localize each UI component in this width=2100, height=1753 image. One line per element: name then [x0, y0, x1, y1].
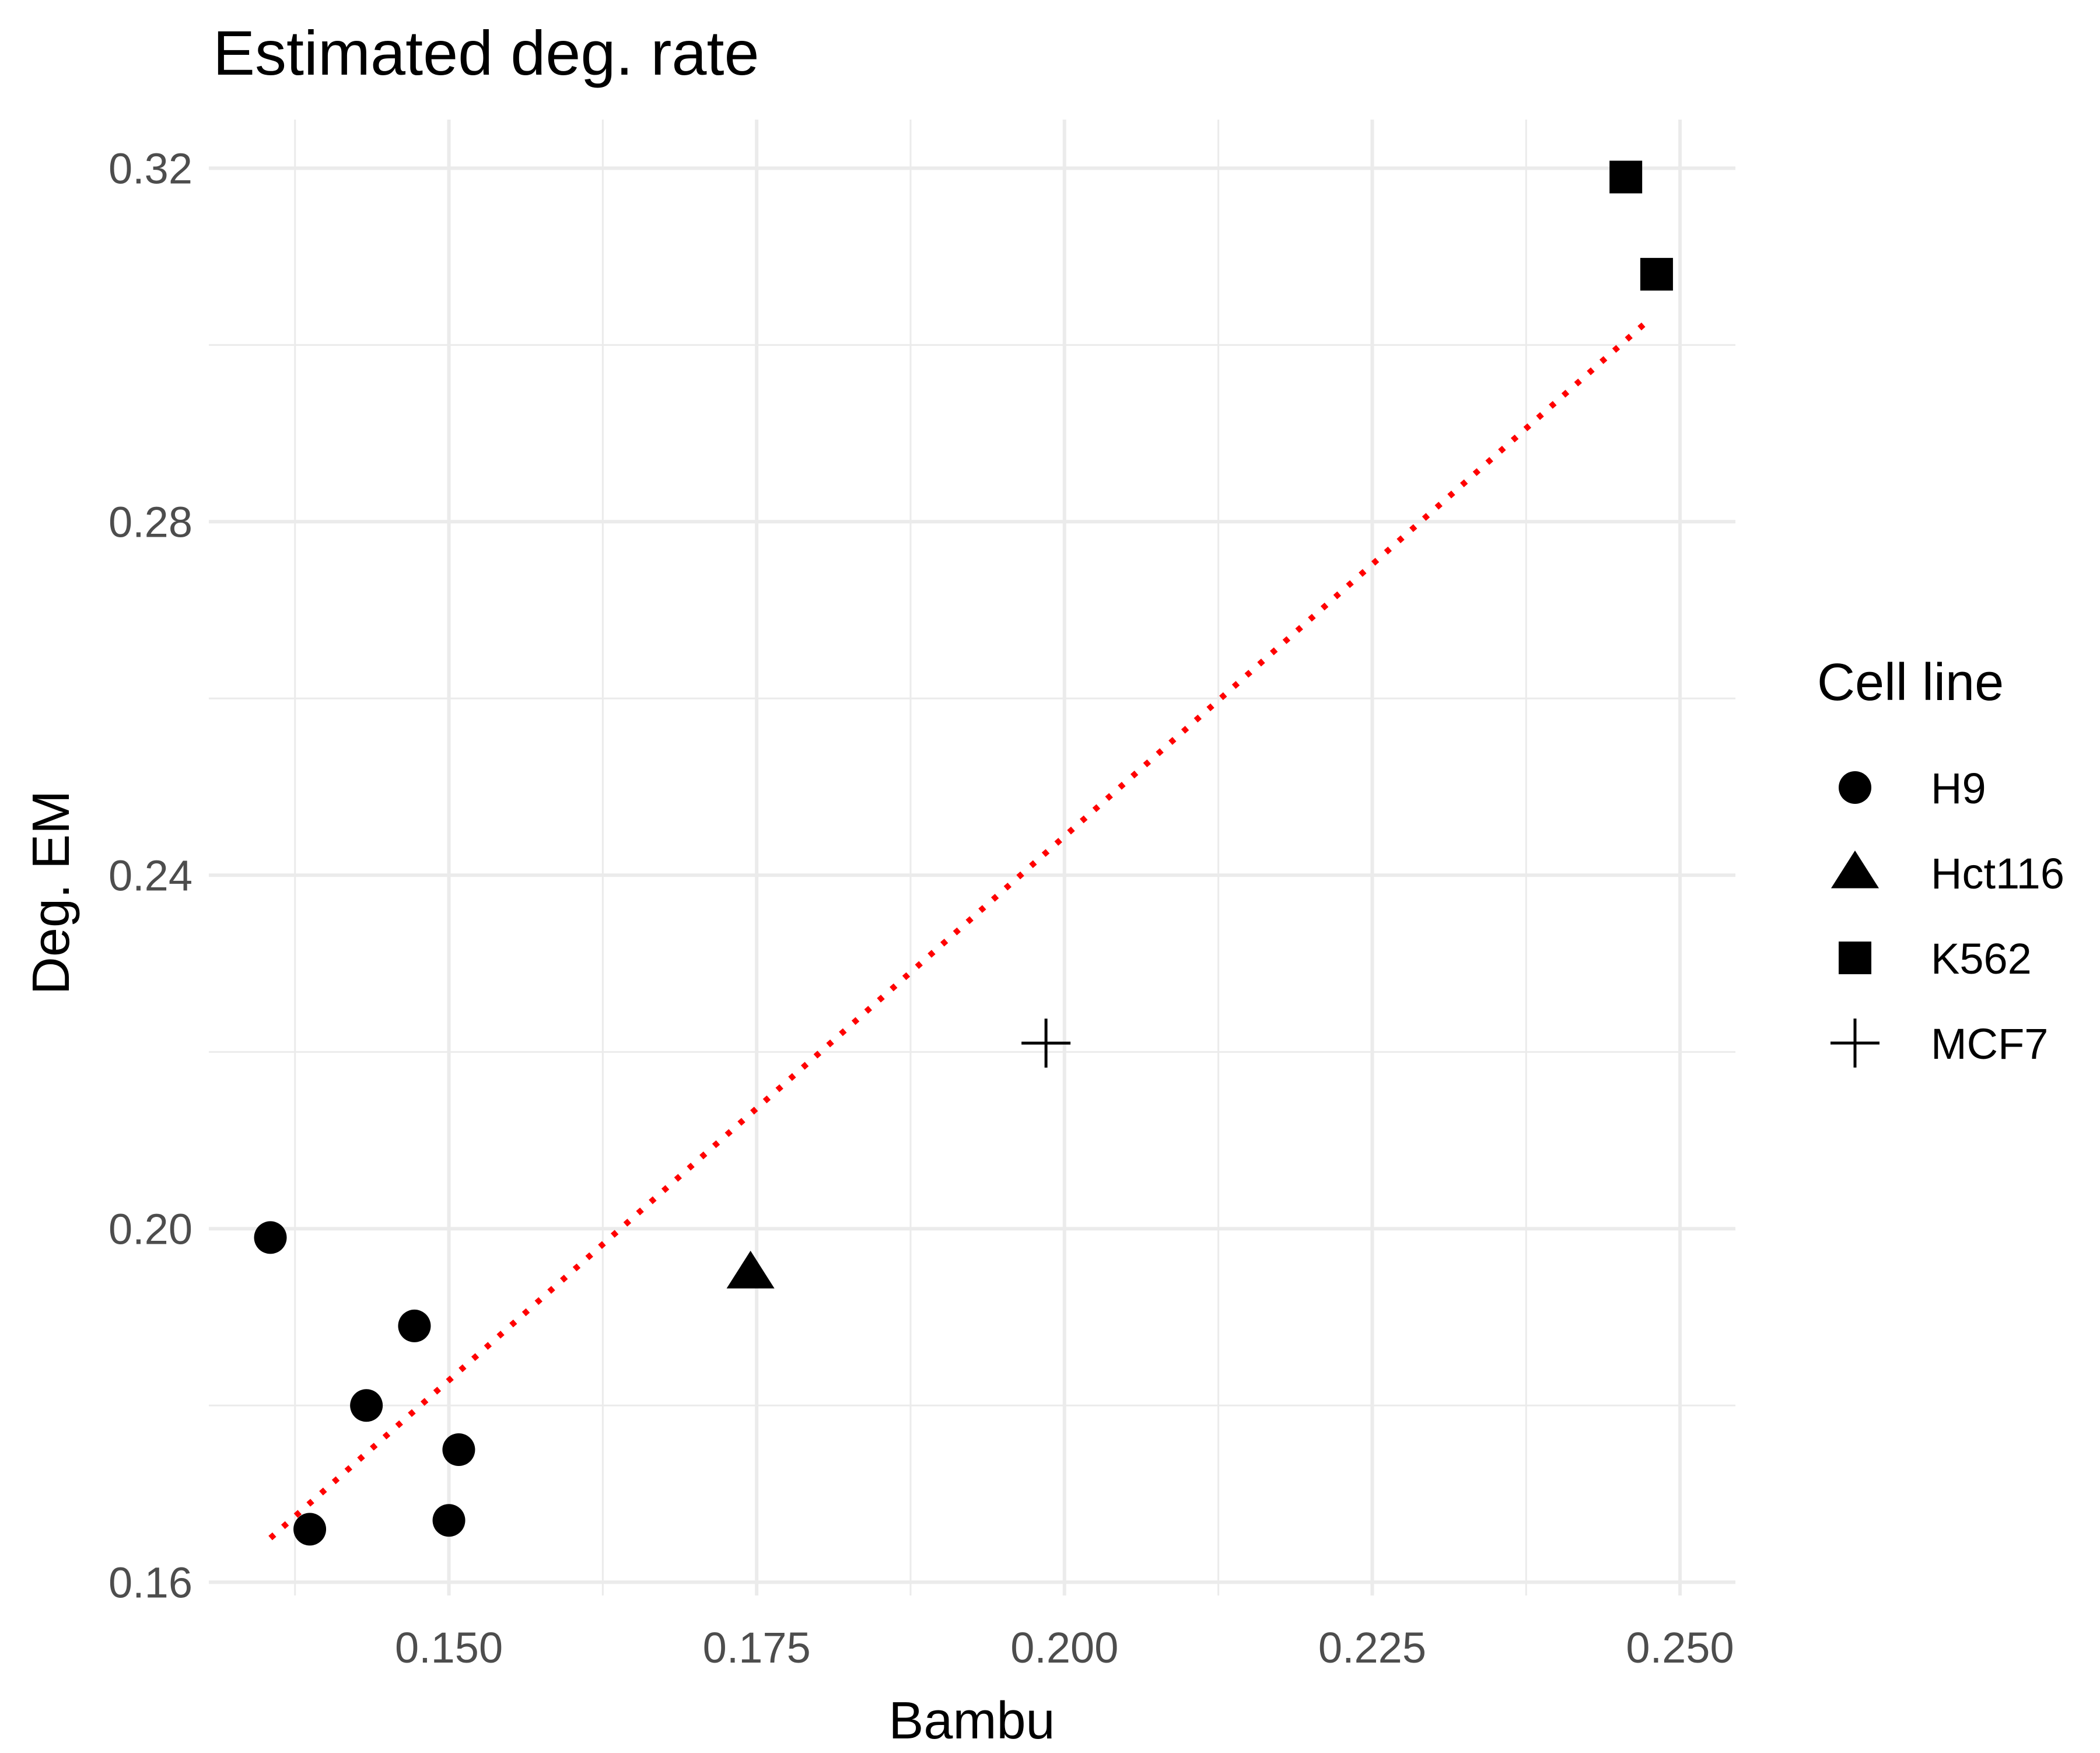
data-point-h9 — [442, 1433, 475, 1467]
x-tick-label: 0.175 — [703, 1623, 811, 1672]
axes-layer: 0.150 0.175 0.200 0.225 0.250 0.16 0.20 0.24 0.2… — [108, 144, 1734, 1672]
data-point-k562 — [1609, 160, 1643, 194]
legend-label-hct116: Hct116 — [1931, 849, 2064, 898]
trend-line — [268, 320, 1648, 1541]
y-tick-label: 0.32 — [108, 144, 192, 193]
x-tick-label: 0.225 — [1318, 1623, 1426, 1672]
y-tick-label: 0.16 — [108, 1558, 192, 1607]
legend-items: H9 Hct116 K562 MCF7 — [1831, 764, 2064, 1068]
data-point-k562 — [1640, 258, 1673, 291]
data-point-h9 — [398, 1309, 431, 1342]
x-tick-label: 0.150 — [395, 1623, 503, 1672]
legend-key-h9 — [1839, 771, 1871, 804]
data-point-hct116 — [726, 1251, 775, 1289]
grid-layer — [209, 120, 1735, 1595]
legend-key-hct116 — [1831, 851, 1880, 888]
x-tick-label: 0.250 — [1626, 1623, 1734, 1672]
legend-label-h9: H9 — [1931, 764, 1986, 813]
y-tick-label: 0.24 — [108, 851, 192, 900]
legend-title: Cell line — [1817, 653, 2004, 712]
x-axis-title: Bambu — [888, 1692, 1055, 1750]
data-point-h9 — [350, 1389, 383, 1422]
data-point-h9 — [254, 1221, 287, 1254]
legend-label-k562: K562 — [1931, 935, 2032, 983]
chart-title: Estimated deg. rate — [213, 18, 760, 88]
legend-item-hct116: Hct116 — [1831, 849, 2064, 898]
trend-layer — [268, 320, 1648, 1541]
data-point-h9 — [293, 1513, 327, 1546]
legend-key-mcf7 — [1831, 1019, 1880, 1068]
data-point-h9 — [432, 1504, 466, 1537]
x-tick-label: 0.200 — [1010, 1623, 1118, 1672]
legend-key-k562 — [1839, 942, 1871, 974]
y-tick-label: 0.28 — [108, 498, 192, 546]
y-axis-title: Deg. EM — [22, 790, 80, 995]
legend-item-mcf7: MCF7 — [1831, 1019, 2048, 1068]
legend-label-mcf7: MCF7 — [1931, 1020, 2048, 1068]
legend: Cell line H9 Hct116 K562 MCF7 — [1817, 653, 2064, 1068]
data-point-mcf7 — [1021, 1019, 1071, 1068]
legend-item-h9: H9 — [1839, 764, 1986, 813]
points-layer — [254, 160, 1673, 1546]
legend-item-k562: K562 — [1839, 935, 2032, 983]
y-tick-label: 0.20 — [108, 1205, 192, 1253]
